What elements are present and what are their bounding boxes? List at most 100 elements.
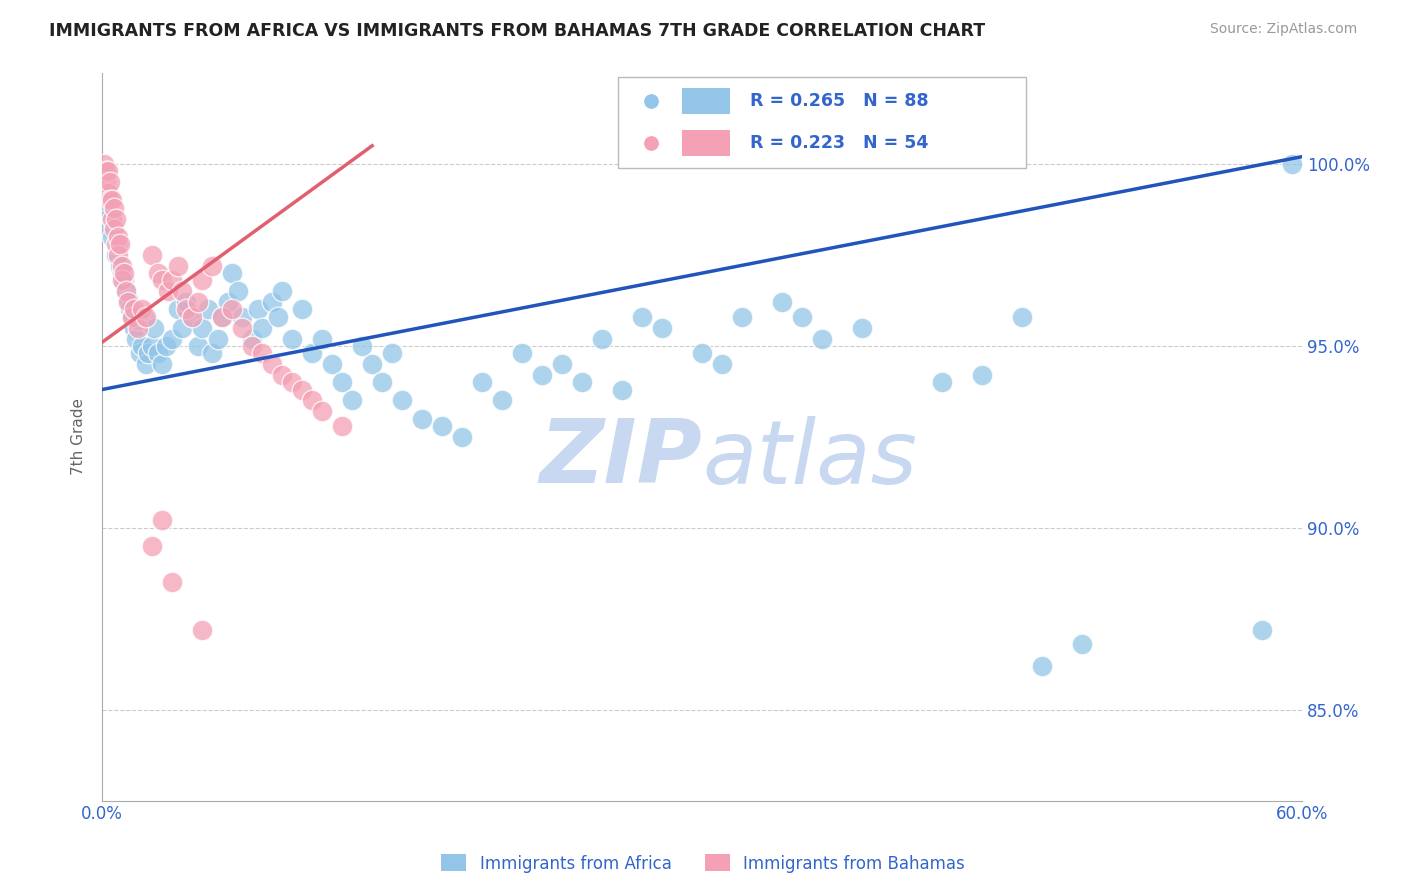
Point: [211, 310, 233, 324]
Point: [115, 285, 138, 299]
Point: [352, 339, 374, 353]
Text: IMMIGRANTS FROM AFRICA VS IMMIGRANTS FROM BAHAMAS 7TH GRADE CORRELATION CHART: IMMIGRANTS FROM AFRICA VS IMMIGRANTS FRO…: [49, 22, 986, 40]
Point: [267, 310, 290, 324]
Point: [187, 295, 209, 310]
Legend: Immigrants from Africa, Immigrants from Bahamas: Immigrants from Africa, Immigrants from …: [434, 847, 972, 880]
Point: [301, 346, 323, 360]
Point: [591, 332, 613, 346]
Point: [160, 273, 183, 287]
Point: [107, 237, 129, 252]
Point: [361, 357, 384, 371]
Point: [108, 237, 131, 252]
Point: [160, 575, 183, 590]
Point: [1071, 637, 1094, 651]
Point: [167, 302, 190, 317]
Point: [411, 411, 433, 425]
Point: [117, 295, 139, 310]
Point: [127, 320, 149, 334]
Point: [148, 346, 170, 360]
Point: [207, 332, 229, 346]
Point: [96, 194, 118, 208]
Point: [711, 357, 734, 371]
Point: [127, 313, 149, 327]
Point: [111, 266, 134, 280]
Text: Source: ZipAtlas.com: Source: ZipAtlas.com: [1209, 22, 1357, 37]
Point: [101, 211, 124, 226]
Point: [150, 357, 173, 371]
Point: [301, 393, 323, 408]
Point: [112, 273, 135, 287]
Point: [531, 368, 554, 382]
Point: [122, 302, 145, 317]
Point: [217, 295, 239, 310]
Point: [201, 259, 224, 273]
Point: [155, 339, 177, 353]
Point: [105, 237, 128, 252]
Point: [96, 164, 118, 178]
Point: [226, 285, 249, 299]
Point: [111, 273, 134, 287]
Point: [191, 273, 214, 287]
Point: [172, 285, 194, 299]
Point: [191, 320, 214, 334]
Point: [1251, 623, 1274, 637]
Point: [790, 310, 813, 324]
Point: [105, 211, 128, 226]
Point: [134, 310, 156, 324]
Point: [97, 201, 120, 215]
Point: [143, 320, 166, 334]
Point: [197, 302, 219, 317]
Point: [491, 393, 513, 408]
Point: [281, 332, 304, 346]
FancyBboxPatch shape: [682, 88, 730, 114]
Point: [101, 229, 124, 244]
Point: [107, 248, 129, 262]
Point: [391, 393, 413, 408]
Point: [451, 430, 474, 444]
Point: [231, 310, 253, 324]
Point: [141, 248, 163, 262]
Point: [240, 339, 263, 353]
Point: [93, 157, 115, 171]
Point: [311, 332, 333, 346]
Point: [174, 302, 197, 317]
Point: [103, 219, 125, 233]
Point: [120, 302, 142, 317]
Point: [122, 320, 145, 334]
Point: [240, 332, 263, 346]
Point: [141, 339, 163, 353]
Point: [311, 404, 333, 418]
Point: [108, 259, 131, 273]
Point: [211, 310, 233, 324]
Point: [121, 310, 143, 324]
Point: [141, 539, 163, 553]
Point: [731, 310, 754, 324]
Point: [811, 332, 834, 346]
Point: [690, 346, 713, 360]
Point: [330, 376, 353, 390]
Point: [98, 175, 121, 189]
Point: [340, 393, 363, 408]
Point: [221, 302, 243, 317]
Point: [129, 346, 152, 360]
Point: [471, 376, 494, 390]
Point: [321, 357, 343, 371]
Point: [651, 320, 673, 334]
Point: [1281, 157, 1303, 171]
FancyBboxPatch shape: [619, 77, 1026, 168]
Point: [101, 194, 124, 208]
Point: [131, 302, 153, 317]
Point: [281, 376, 304, 390]
Point: [105, 248, 128, 262]
Point: [107, 229, 129, 244]
Point: [135, 310, 157, 324]
Point: [381, 346, 404, 360]
Point: [291, 302, 314, 317]
Point: [181, 310, 204, 324]
Point: [191, 623, 214, 637]
Point: [291, 383, 314, 397]
Point: [174, 295, 197, 310]
Point: [330, 418, 353, 433]
Point: [97, 186, 120, 200]
Point: [851, 320, 873, 334]
